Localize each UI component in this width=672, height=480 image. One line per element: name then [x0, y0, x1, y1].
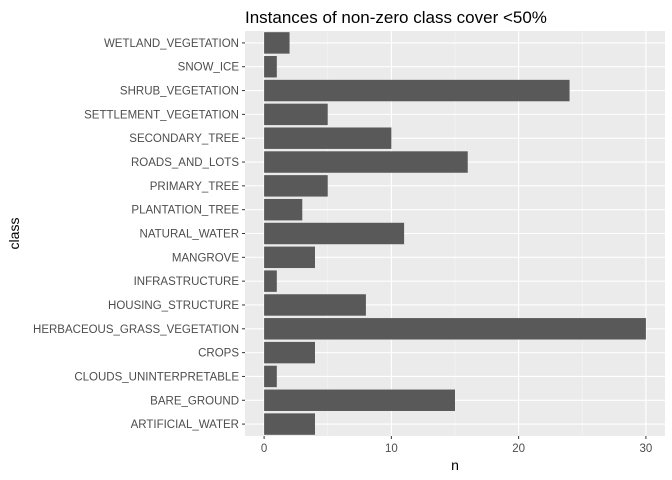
y-tick-label: MANGROVE [172, 252, 239, 264]
y-tick-label: HOUSING_STRUCTURE [108, 300, 239, 312]
y-tick-label: PLANTATION_TREE [131, 205, 239, 217]
bar [264, 389, 455, 411]
y-tick-label: CROPS [198, 348, 239, 360]
x-axis-ticks [263, 436, 647, 439]
bar [264, 222, 405, 245]
bar [264, 341, 315, 364]
bar [264, 413, 315, 435]
bar [264, 56, 277, 78]
bar [264, 198, 303, 221]
bar [264, 151, 468, 173]
y-tick-label: SHRUB_VEGETATION [120, 86, 239, 98]
y-tick-label: SECONDARY_TREE [129, 133, 239, 145]
y-axis-title: class [6, 218, 22, 250]
y-tick-label: SETTLEMENT_VEGETATION [84, 109, 239, 121]
y-tick-label: HERBACEOUS_GRASS_VEGETATION [33, 324, 239, 336]
x-tick-label: 10 [385, 443, 398, 455]
y-axis-labels: WETLAND_VEGETATION SNOW_ICE SHRUB_VEGETATI… [33, 38, 239, 431]
bar [264, 270, 277, 292]
bar [264, 103, 328, 126]
x-tick-label: 30 [640, 443, 653, 455]
bar [264, 294, 366, 316]
x-tick-label: 0 [261, 443, 267, 455]
y-tick-label: NATURAL_WATER [140, 229, 239, 241]
bar [264, 365, 277, 388]
y-tick-label: INFRASTRUCTURE [134, 276, 240, 288]
bar [264, 32, 290, 54]
bars [264, 32, 646, 435]
y-tick-label: PRIMARY_TREE [150, 181, 240, 193]
y-tick-label: ROADS_AND_LOTS [131, 157, 239, 169]
bar [264, 127, 392, 149]
bar [264, 175, 328, 197]
bar [264, 79, 570, 102]
bar [264, 246, 315, 269]
y-tick-label: BARE_GROUND [150, 395, 239, 407]
y-tick-label: WETLAND_VEGETATION [104, 38, 239, 50]
y-tick-label: ARTIFICIAL_WATER [131, 419, 239, 431]
x-axis-labels: 0 10 20 30 [261, 443, 652, 455]
y-tick-label: SNOW_ICE [178, 62, 240, 74]
x-tick-label: 20 [512, 443, 525, 455]
chart-title: Instances of non-zero class cover <50% [245, 8, 547, 27]
y-tick-label: CLOUDS_UNINTERPRETABLE [74, 371, 239, 383]
bar [264, 318, 646, 340]
x-axis-title: n [451, 457, 459, 473]
y-axis-ticks [242, 42, 245, 425]
